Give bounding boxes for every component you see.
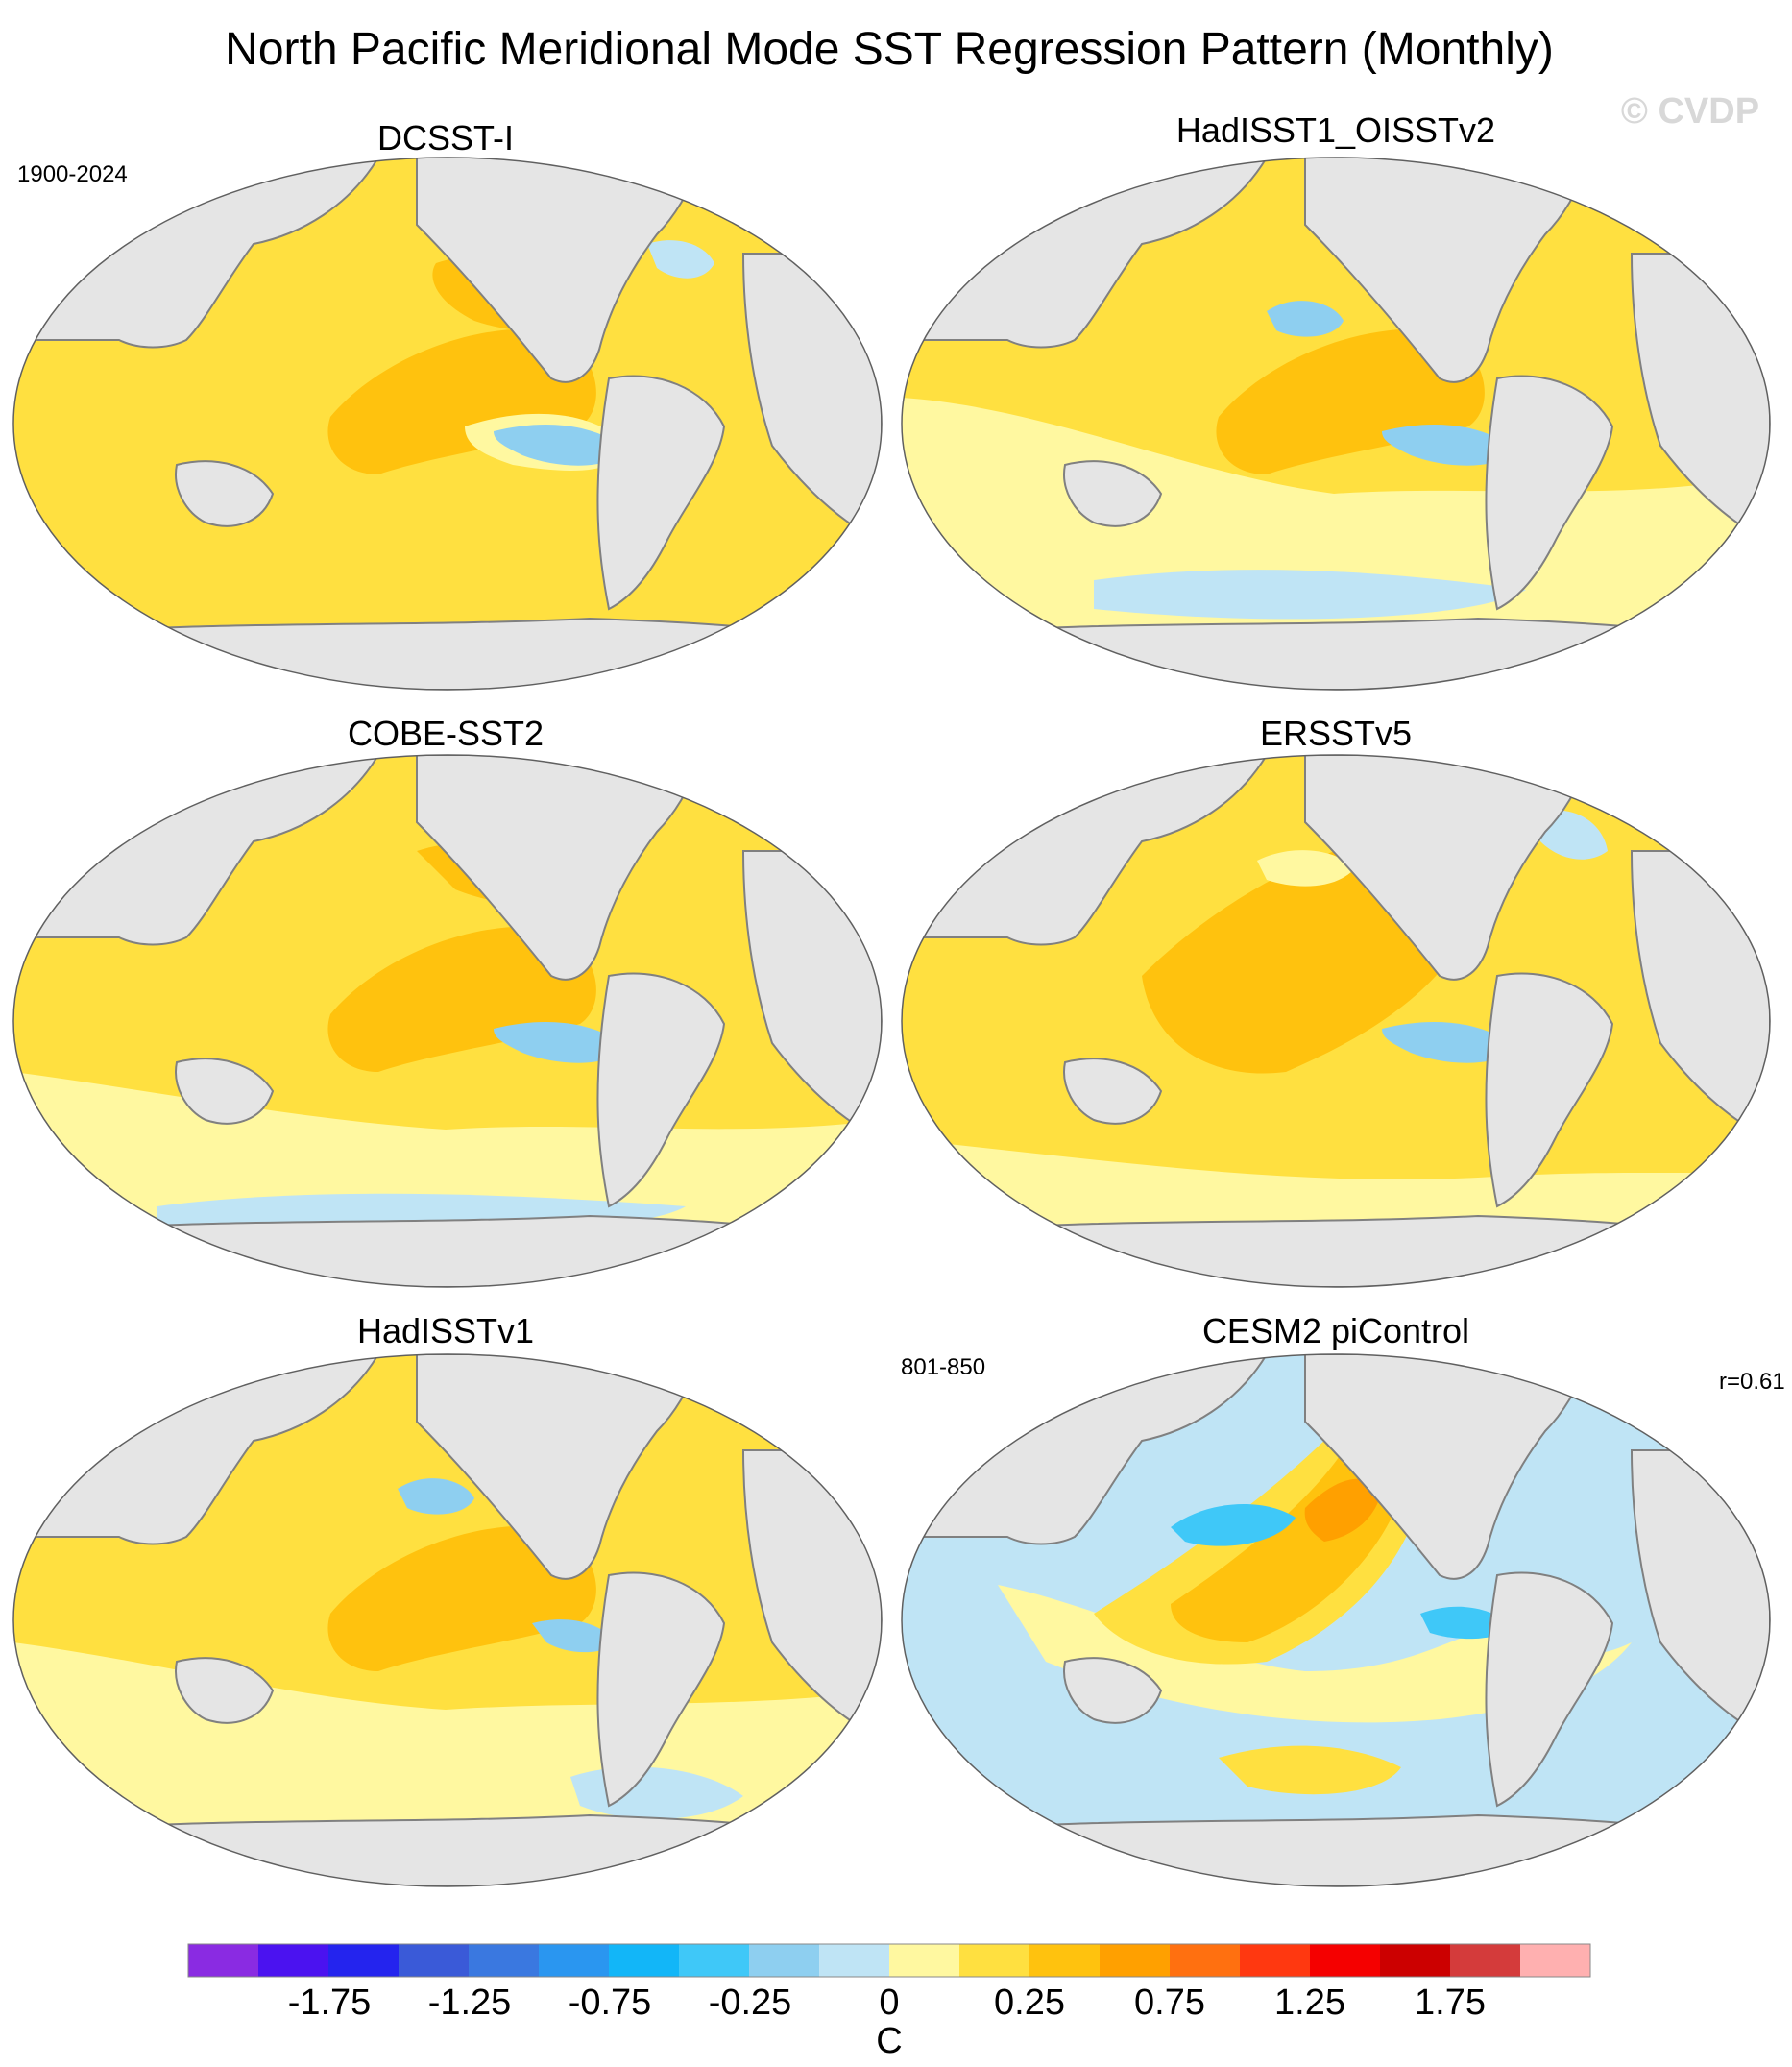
colorbar-tick: 1.25 xyxy=(1274,1982,1345,2023)
colorbar-tick: 0.25 xyxy=(994,1982,1065,2023)
map-panel: HadISST1_OISSTv2 xyxy=(901,110,1771,691)
land-mass xyxy=(1304,1354,1595,1580)
colorbar-swatch xyxy=(188,1944,259,1977)
land-mass xyxy=(902,1214,1770,1287)
colorbar-swatch xyxy=(328,1944,400,1977)
land-mass xyxy=(902,1813,1770,1886)
colorbar-tick: 1.75 xyxy=(1415,1982,1486,2023)
map-panel: CESM2 piControl xyxy=(901,1311,1771,1887)
land-mass xyxy=(596,972,726,1208)
watermark: © CVDP xyxy=(1621,91,1759,132)
colorbar-tick: 0 xyxy=(879,1982,899,2023)
colorbar-tick: -1.25 xyxy=(428,1982,512,2023)
anomaly-warm-max xyxy=(1304,1478,1382,1542)
panel-title: HadISST1_OISSTv2 xyxy=(1176,110,1495,150)
map-panel: HadISSTv1 xyxy=(12,1311,883,1887)
panel-title: COBE-SST2 xyxy=(348,714,544,753)
land-mass xyxy=(596,375,726,611)
land-mass xyxy=(175,1058,275,1125)
land-mass xyxy=(13,617,882,690)
colorbar-swatch xyxy=(1310,1944,1381,1977)
colorbar-units: C xyxy=(876,2021,902,2061)
map-panel: ERSSTv5 xyxy=(901,714,1771,1288)
anomaly-warm-south xyxy=(1219,1745,1401,1795)
colorbar-tick: 0.75 xyxy=(1134,1982,1205,2023)
colorbar-swatch xyxy=(258,1944,329,1977)
land-mass xyxy=(1063,1657,1163,1724)
colorbar-swatch xyxy=(469,1944,540,1977)
colorbar-swatch xyxy=(1100,1944,1171,1977)
anomaly-warm xyxy=(327,1525,596,1671)
land-mass xyxy=(1485,972,1614,1208)
colorbar-frame xyxy=(187,1943,1591,1978)
anomaly-cool-south xyxy=(1094,570,1526,620)
land-mass xyxy=(902,617,1770,690)
colorbar-swatch xyxy=(1029,1944,1101,1977)
anomaly-cool-north xyxy=(398,1478,474,1515)
map-outline xyxy=(901,754,1771,1288)
land-mass xyxy=(416,158,707,383)
map-outline xyxy=(901,157,1771,691)
anomaly-cool xyxy=(494,1021,628,1063)
colorbar-tick: -1.75 xyxy=(288,1982,372,2023)
anomaly-cool-atlantic xyxy=(647,240,714,279)
anomaly-cool-kuroshio xyxy=(1171,1504,1296,1546)
anomaly-cool xyxy=(1382,1021,1516,1063)
panel-title: DCSST-I xyxy=(377,118,514,158)
anomaly-cool xyxy=(494,424,628,466)
land-mass xyxy=(175,1657,275,1724)
colorbar-swatch xyxy=(609,1944,680,1977)
map-outline xyxy=(12,754,883,1288)
colorbar-tick: -0.75 xyxy=(569,1982,652,2023)
colorbar-swatch xyxy=(1170,1944,1241,1977)
colorbar-swatch xyxy=(1450,1944,1521,1977)
anomaly-neutral-north xyxy=(1257,850,1353,887)
colorbar-swatch xyxy=(1380,1944,1451,1977)
figure-title: North Pacific Meridional Mode SST Regres… xyxy=(225,24,1554,75)
anomaly-cool xyxy=(1382,424,1516,466)
land-mass xyxy=(1063,460,1163,527)
colorbar-swatches xyxy=(188,1944,1591,1977)
colorbar-swatch xyxy=(819,1944,890,1977)
anomaly-cool xyxy=(532,1619,618,1653)
land-mass xyxy=(1304,158,1595,383)
map-outline xyxy=(12,1353,883,1887)
land-mass xyxy=(1485,1571,1614,1808)
years-label-model: 801-850 xyxy=(901,1354,985,1380)
correlation-label: r=0.61 xyxy=(1719,1369,1785,1395)
colorbar-swatch xyxy=(679,1944,750,1977)
map-panel: COBE-SST2 xyxy=(12,714,883,1288)
colorbar-swatch xyxy=(399,1944,470,1977)
land-mass xyxy=(13,1214,882,1287)
land-mass xyxy=(416,1354,707,1580)
colorbar: -1.75 -1.25 -0.75 -0.25 0 0.25 0.75 1.25… xyxy=(187,1943,1591,2061)
land-mass xyxy=(13,1813,882,1886)
panel-title: ERSSTv5 xyxy=(1260,714,1412,753)
colorbar-swatch xyxy=(959,1944,1030,1977)
colorbar-swatch xyxy=(1520,1944,1591,1977)
panel-title: HadISSTv1 xyxy=(357,1311,534,1350)
panel-title: CESM2 piControl xyxy=(1202,1311,1469,1350)
land-mass xyxy=(1063,1058,1163,1125)
colorbar-tick: -0.25 xyxy=(709,1982,792,2023)
map-outline xyxy=(901,1353,1771,1887)
map-outline xyxy=(12,157,883,691)
colorbar-swatch xyxy=(889,1944,960,1977)
colorbar-swatch xyxy=(539,1944,610,1977)
land-mass xyxy=(175,460,275,527)
colorbar-swatch xyxy=(1240,1944,1311,1977)
years-label-obs: 1900-2024 xyxy=(17,161,128,187)
map-panel: DCSST-I xyxy=(12,118,883,691)
anomaly-cool-north xyxy=(1267,301,1344,337)
land-mass xyxy=(1485,375,1614,611)
colorbar-swatch xyxy=(749,1944,820,1977)
land-mass xyxy=(1304,755,1595,981)
land-mass xyxy=(416,755,707,981)
land-mass xyxy=(596,1571,726,1808)
